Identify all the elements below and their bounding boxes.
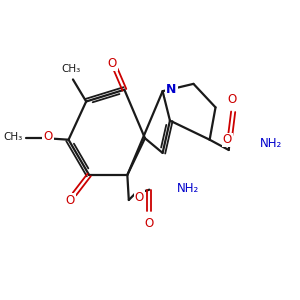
Text: NH₂: NH₂ [177, 182, 200, 195]
Text: N: N [166, 83, 176, 96]
Text: O: O [145, 217, 154, 230]
Text: O: O [65, 194, 75, 207]
Text: CH₃: CH₃ [4, 132, 23, 142]
Text: O: O [43, 130, 52, 143]
Text: O: O [134, 190, 144, 203]
Text: O: O [223, 134, 232, 146]
Text: NH₂: NH₂ [260, 137, 282, 150]
Text: CH₃: CH₃ [62, 64, 81, 74]
Text: O: O [107, 57, 117, 70]
Text: O: O [227, 93, 236, 106]
